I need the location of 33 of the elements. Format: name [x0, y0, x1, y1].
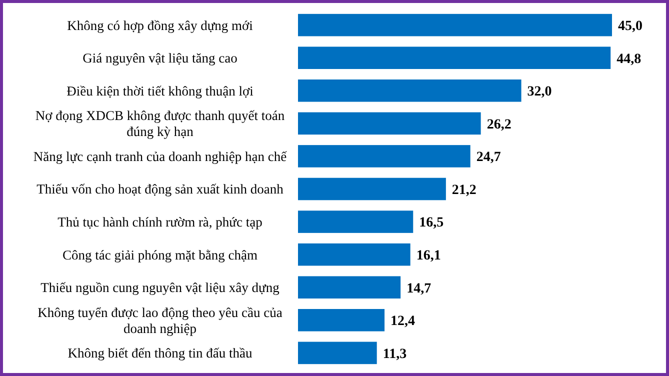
data-label: 32,0: [527, 84, 552, 100]
y-tick-label: Nợ đọng XDCB không được thanh quyết toán đúng kỳ hạn: [35, 108, 285, 140]
data-label: 24,7: [476, 150, 501, 166]
data-label: 44,8: [616, 52, 642, 67]
y-tick-label: Giá nguyên vật liệu tăng cao: [82, 50, 238, 66]
data-label: 14,7: [406, 281, 432, 296]
data-label: 11,3: [382, 346, 407, 362]
bar: [298, 276, 401, 299]
bar: [298, 79, 522, 102]
y-tick-label: Không biết đến thông tin đấu thầu: [68, 346, 252, 361]
y-tick-label: Điều kiện thời tiết không thuận lợi: [66, 83, 254, 98]
data-label: 16,1: [416, 248, 441, 264]
y-tick-label: Không tuyển được lao động theo yêu cầu của doanh nghiệp: [38, 304, 282, 336]
bar: [298, 210, 414, 233]
bar: [298, 243, 410, 266]
bar: [298, 342, 377, 364]
data-label: 21,2: [452, 182, 476, 198]
data-label: 26,2: [486, 117, 512, 132]
y-tick-label: Năng lực cạnh tranh của doanh nghiệp hạn chế: [33, 148, 288, 164]
y-tick-label: Không có hợp đồng xây dựng mới: [67, 18, 254, 33]
bar: [298, 145, 470, 168]
data-label: 12,4: [390, 314, 416, 330]
y-tick-label: Thiếu nguồn cung nguyên vật liệu xây dựng: [40, 280, 280, 296]
y-tick-label: Thủ tục hành chính rườm rà, phức tạp: [58, 214, 263, 230]
bar: [298, 112, 481, 135]
y-tick-label: Thiếu vốn cho hoạt động sản xuất kinh doanh: [36, 182, 284, 197]
data-label: 16,5: [419, 216, 444, 231]
data-label: 45,0: [618, 18, 642, 34]
bar: [298, 309, 385, 332]
bar: [298, 178, 446, 200]
bar: [298, 46, 611, 69]
bar: [298, 14, 612, 36]
y-tick-label: Công tác giải phóng mặt bằng chậm: [62, 247, 258, 262]
